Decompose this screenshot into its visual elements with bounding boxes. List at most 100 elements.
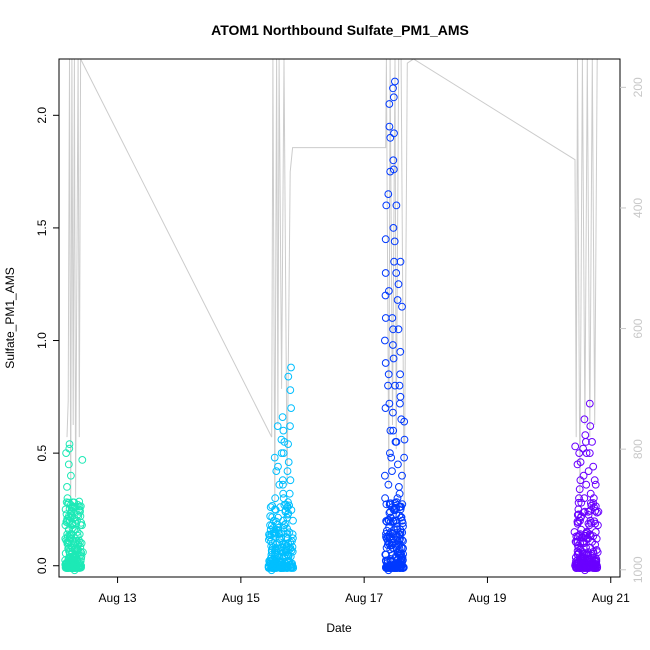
series-2 — [264, 363, 298, 575]
data-point — [385, 516, 393, 525]
data-point — [285, 501, 294, 510]
data-point — [391, 381, 399, 390]
data-point — [575, 449, 584, 458]
data-point — [582, 438, 590, 446]
x-axis-label: Date — [326, 621, 352, 635]
data-point — [392, 510, 401, 519]
data-point — [75, 505, 83, 514]
data-point — [591, 480, 600, 489]
data-point — [393, 549, 402, 557]
data-point — [593, 548, 602, 557]
data-point — [381, 494, 390, 503]
data-point — [75, 530, 84, 539]
data-point — [384, 370, 393, 379]
data-point — [286, 386, 295, 395]
data-point — [386, 426, 395, 435]
y2-tick-label: 600 — [631, 318, 645, 338]
data-point — [65, 444, 74, 453]
data-point — [381, 336, 389, 345]
chart-title: ATOM1 Northbound Sulfate_PM1_AMS — [211, 22, 469, 38]
data-point — [269, 516, 278, 525]
data-point — [389, 93, 398, 102]
data-point — [585, 399, 594, 408]
plot-frame — [58, 58, 621, 578]
data-point — [578, 549, 587, 558]
data-point — [396, 347, 405, 356]
series-1 — [61, 440, 87, 575]
data-point — [590, 503, 598, 512]
data-point — [576, 564, 584, 572]
data-point — [389, 341, 397, 349]
data-point — [400, 453, 409, 462]
data-point — [276, 562, 285, 571]
data-point — [398, 557, 406, 566]
data-point — [271, 494, 280, 503]
data-point — [582, 561, 591, 570]
data-point — [395, 381, 404, 390]
data-point — [77, 539, 86, 548]
data-point — [384, 190, 393, 199]
data-point — [594, 507, 603, 516]
y-tick-label: 0.0 — [35, 557, 49, 574]
series-3 — [381, 77, 409, 575]
data-point — [388, 543, 397, 552]
data-point — [381, 269, 390, 277]
data-point — [65, 440, 74, 449]
data-point — [585, 449, 594, 458]
data-point — [65, 548, 74, 557]
data-point — [382, 530, 390, 538]
data-point — [571, 442, 580, 451]
data-point — [279, 494, 288, 503]
data-point — [589, 462, 598, 471]
data-point — [63, 516, 71, 525]
series-4 — [570, 399, 603, 575]
data-point — [573, 564, 581, 572]
data-point — [78, 456, 87, 464]
data-point — [67, 507, 76, 516]
data-point — [580, 494, 589, 503]
data-point — [584, 467, 593, 476]
data-point — [274, 462, 282, 471]
data-point — [284, 458, 293, 467]
data-point — [278, 413, 287, 422]
data-point — [581, 431, 590, 440]
data-point — [76, 557, 85, 566]
data-point — [388, 539, 397, 548]
data-point — [586, 422, 595, 431]
data-point — [575, 485, 584, 494]
data-point — [285, 489, 294, 498]
data-point — [65, 552, 74, 561]
data-point — [385, 100, 394, 108]
data-point — [397, 543, 406, 552]
data-point — [75, 497, 84, 506]
data-point — [65, 512, 73, 521]
data-point — [381, 235, 390, 244]
data-point — [400, 435, 409, 444]
data-point — [581, 566, 589, 575]
data-point — [391, 77, 399, 86]
data-point — [275, 551, 283, 560]
data-point — [273, 422, 282, 431]
data-point — [576, 516, 584, 525]
data-point — [594, 521, 602, 530]
data-point — [394, 460, 402, 469]
data-point — [398, 302, 406, 311]
data-point — [381, 404, 390, 413]
data-point — [276, 557, 285, 566]
data-point — [382, 201, 391, 210]
data-point — [385, 122, 394, 131]
data-point — [395, 483, 403, 491]
data-point — [381, 359, 390, 367]
y-tick-label: 2.0 — [35, 107, 49, 124]
data-point — [583, 551, 592, 560]
data-points — [61, 77, 603, 575]
data-point — [575, 494, 583, 503]
data-point — [381, 471, 389, 480]
data-point — [582, 449, 591, 458]
data-point — [393, 532, 402, 541]
data-point — [285, 557, 294, 566]
data-point — [272, 467, 281, 476]
data-point — [384, 566, 393, 575]
data-point — [590, 476, 599, 485]
data-point — [70, 566, 79, 575]
